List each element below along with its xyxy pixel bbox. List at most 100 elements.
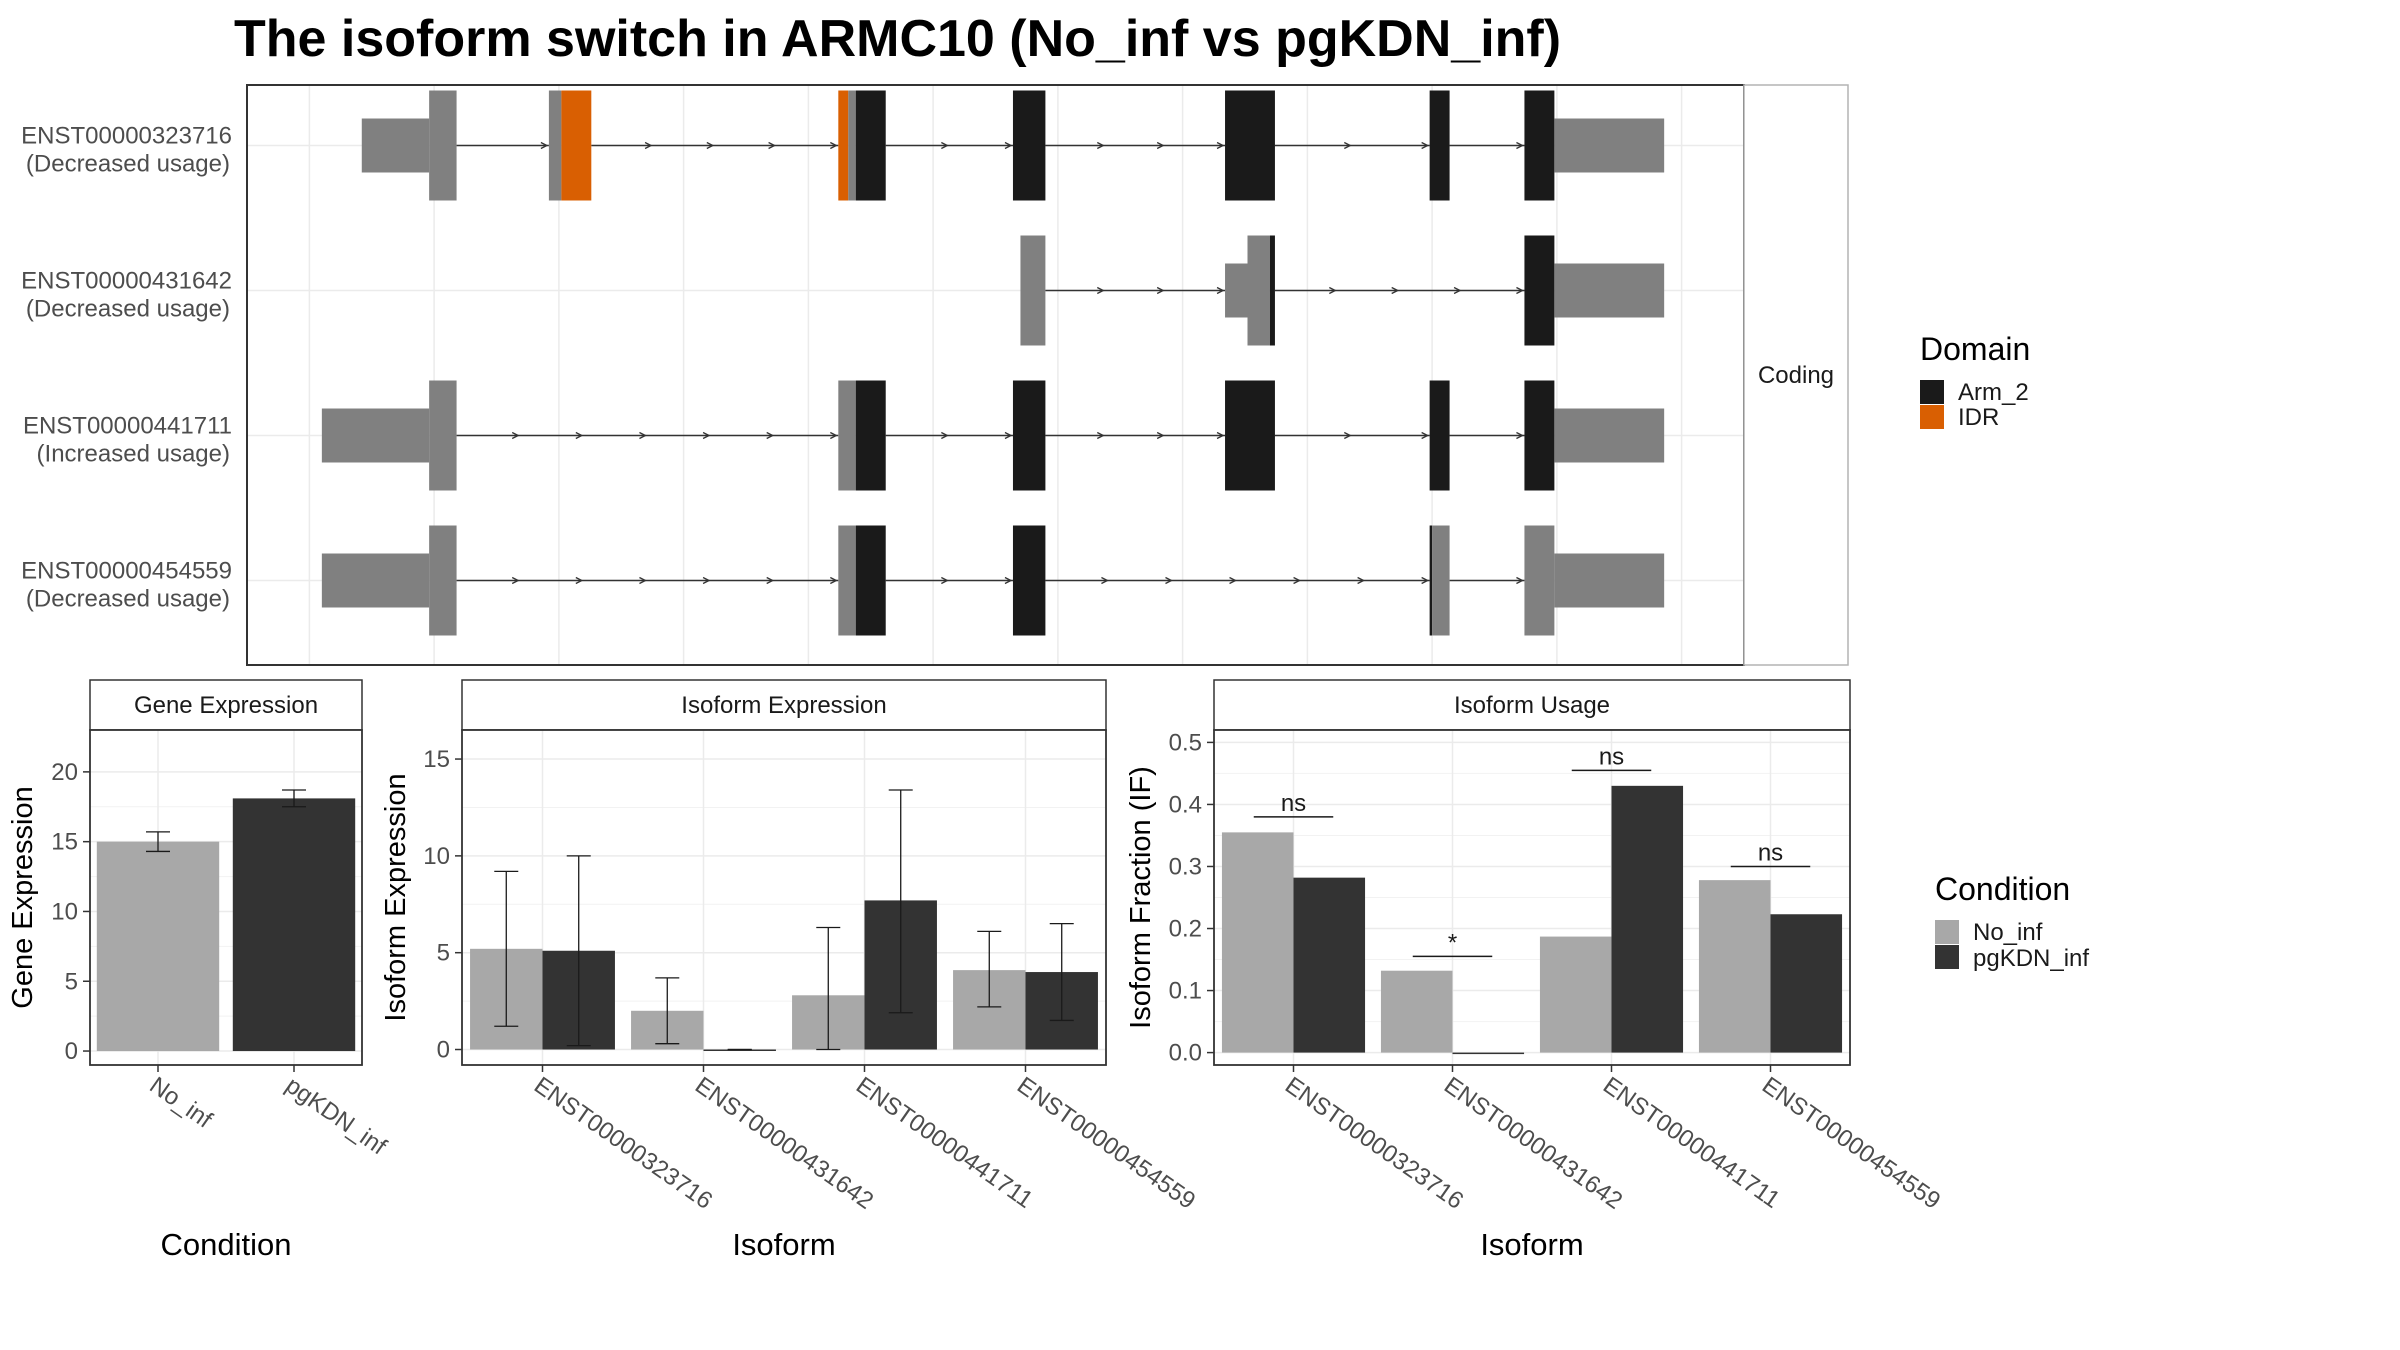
transcript-id-label: ENST00000431642	[21, 268, 232, 295]
intron-arrow	[1516, 141, 1524, 150]
bar	[1539, 936, 1612, 1053]
exon-coding	[838, 525, 856, 636]
transcript-track	[321, 525, 1665, 636]
transcript-usage-label: (Decreased usage)	[26, 151, 230, 178]
facet-strip-coding	[1743, 84, 1849, 666]
exon-arm2-domain	[1012, 525, 1046, 636]
exon-coding	[429, 525, 457, 636]
intron-arrow	[644, 141, 653, 150]
panel-strip-label: Gene Expression	[134, 692, 318, 719]
intron-arrow	[1453, 286, 1462, 295]
y-tick-label: 10	[51, 898, 78, 925]
x-tick-label: ENST00000454559	[1012, 1072, 1200, 1215]
intron-arrow	[1096, 431, 1105, 440]
x-tick-label: pgKDN_inf	[281, 1072, 392, 1161]
transcript-track	[1020, 235, 1665, 346]
legend-key-no-inf	[1935, 920, 1959, 944]
bar	[1221, 832, 1294, 1053]
bar	[703, 1049, 776, 1052]
exon-utr	[361, 118, 430, 173]
exon-arm2-domain	[1429, 525, 1433, 636]
exon-arm2-domain	[1524, 90, 1555, 201]
panel-strip	[461, 679, 1107, 731]
exon-utr	[1554, 263, 1665, 318]
intron-arrow	[941, 576, 949, 585]
legend-key-pgkdn-inf	[1935, 945, 1959, 969]
condition-legend: Condition No_inf pgKDN_inf	[1935, 871, 2089, 972]
exon-utr	[321, 408, 430, 463]
intron-arrow	[768, 141, 777, 150]
y-tick-label: 5	[65, 968, 78, 995]
intron-arrow	[1156, 141, 1165, 150]
significance-label: ns	[1281, 790, 1306, 817]
y-tick-label: 0.2	[1169, 916, 1202, 943]
y-axis-title: Isoform Fraction (IF)	[1125, 766, 1157, 1029]
exon-arm2-domain	[1429, 380, 1450, 491]
x-axis-title: Condition	[161, 1227, 292, 1262]
exon-arm2-domain	[1429, 90, 1450, 201]
gene-expression-panel: Gene Expression 0 5 10 15 20 No_inf pgKDN_inf Ge…	[7, 679, 392, 1262]
legend-key-idr	[1920, 405, 1944, 429]
significance-label: ns	[1758, 839, 1783, 866]
significance-label: ns	[1599, 743, 1624, 770]
exon-utr	[1225, 263, 1248, 318]
transcript-usage-label: (Decreased usage)	[26, 296, 230, 323]
exon-arm2-domain	[1012, 380, 1046, 491]
y-tick-label: 5	[437, 940, 450, 967]
exon-utr	[1554, 408, 1665, 463]
intron-arrow	[1216, 286, 1225, 295]
structure-panel-background	[247, 85, 1744, 665]
exon-coding	[838, 380, 856, 491]
condition-legend-title: Condition	[1935, 871, 2070, 907]
legend-label-arm2: Arm_2	[1958, 379, 2029, 406]
x-axis-title: Isoform	[1480, 1227, 1583, 1262]
y-tick-label: 20	[51, 759, 78, 786]
plot-border	[89, 729, 363, 1066]
exon-arm2-domain	[1524, 235, 1555, 346]
bar	[1452, 1052, 1525, 1055]
x-axis-title: Isoform	[732, 1227, 835, 1262]
intron-arrow	[766, 431, 775, 440]
intron-arrow	[1216, 141, 1225, 150]
exon-utr	[1554, 553, 1665, 608]
y-tick-label: 0.3	[1169, 853, 1202, 880]
y-tick-label: 15	[423, 746, 450, 773]
intron-arrow	[1229, 576, 1237, 585]
bar	[1611, 785, 1684, 1053]
isoform-expression-panel: Isoform Expression051015ENST00000323716E…	[380, 679, 1200, 1262]
x-tick-label: No_inf	[145, 1072, 218, 1134]
transcript-usage-label: (Increased usage)	[37, 441, 230, 468]
plot-border	[461, 729, 1107, 1066]
legend-label-pgkdn-inf: pgKDN_inf	[1973, 945, 2089, 972]
intron-arrow	[702, 431, 711, 440]
exon-coding	[1524, 525, 1555, 636]
intron-arrow	[830, 576, 838, 585]
exon-arm2-domain	[855, 90, 886, 201]
exon-coding	[429, 90, 457, 201]
exon-arm2-domain	[1225, 90, 1275, 201]
intron-arrow	[1343, 431, 1352, 440]
intron-arrow	[639, 576, 647, 585]
intron-arrow	[941, 141, 949, 150]
exon-utr	[1554, 118, 1665, 173]
x-tick-label: ENST00000441711	[851, 1072, 1038, 1214]
intron-arrow	[1343, 141, 1352, 150]
domain-legend-title: Domain	[1920, 331, 2030, 367]
transcript-labels: ENST00000323716(Decreased usage)ENST0000…	[21, 123, 232, 613]
y-tick-label: 15	[51, 829, 78, 856]
intron-arrow	[1165, 576, 1173, 585]
y-tick-label: 0.0	[1169, 1040, 1202, 1067]
exon-coding	[429, 380, 457, 491]
intron-arrow	[639, 431, 647, 440]
intron-arrow	[1096, 141, 1105, 150]
y-tick-label: 0	[437, 1037, 450, 1064]
bar	[1293, 877, 1366, 1053]
exon-coding	[1247, 235, 1270, 346]
panel-strip-label: Isoform Usage	[1454, 692, 1610, 719]
transcript-id-label: ENST00000454559	[21, 558, 232, 585]
transcript-id-label: ENST00000441711	[23, 413, 232, 440]
bar	[1770, 914, 1843, 1053]
legend-key-arm2	[1920, 380, 1944, 404]
facet-label-coding: Coding	[1758, 362, 1834, 389]
plot-border	[1213, 729, 1851, 1066]
